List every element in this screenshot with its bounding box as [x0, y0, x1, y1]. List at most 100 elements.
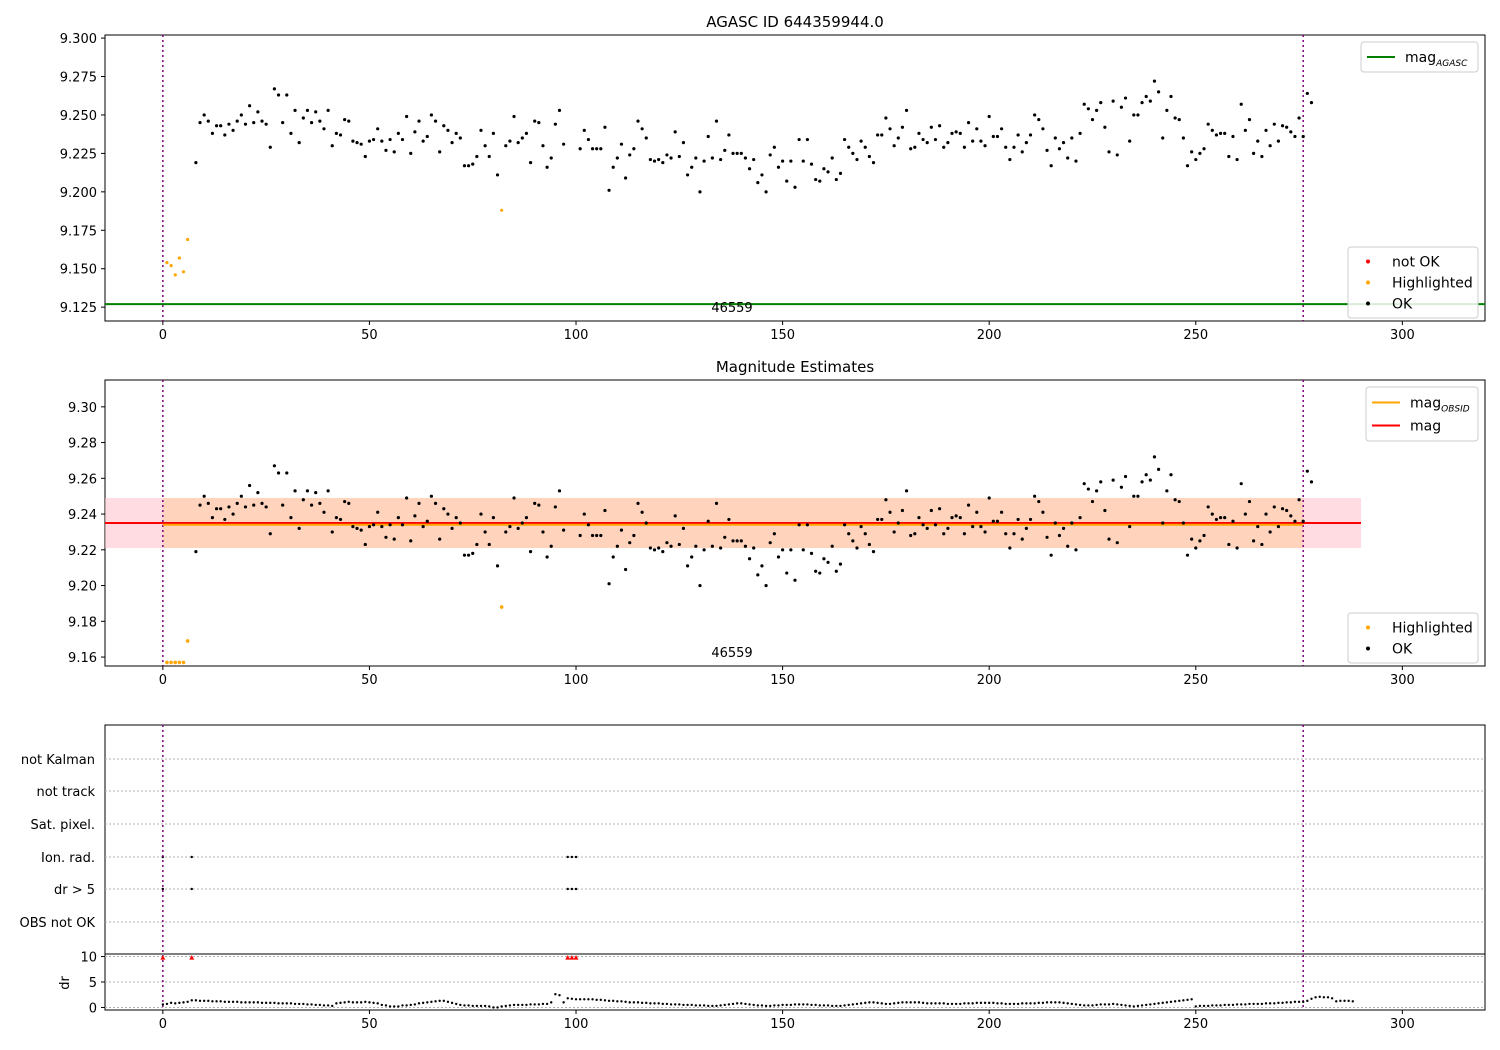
- panel2-ok-point: [516, 526, 520, 530]
- panel1-ok-point: [293, 108, 297, 112]
- panel2-y-tick-label: 9.30: [68, 401, 97, 416]
- panel3-dr-point: [1219, 1004, 1222, 1007]
- panel3-dr-point: [314, 1003, 317, 1007]
- panel3-dr-point: [744, 1002, 747, 1006]
- panel1-ok-point: [297, 141, 301, 145]
- panel3-dr-point: [1161, 1001, 1164, 1005]
- panel3-x-tick-label: 250: [1183, 1017, 1208, 1032]
- panel1-ok-point: [768, 153, 772, 157]
- panel1-ok-point: [1280, 124, 1285, 128]
- panel1-ok-point: [1260, 154, 1264, 159]
- panel2-ok-point: [454, 516, 458, 520]
- panel2-highlighted-point: [173, 660, 178, 665]
- panel3-dr-point: [1087, 1004, 1090, 1007]
- panel1-bottom-legend-dot-swatch: [1366, 259, 1370, 264]
- panel3-dr-point: [1004, 1002, 1007, 1006]
- panel3-dr-point: [612, 999, 615, 1003]
- panel2-ok-point: [1111, 478, 1115, 482]
- panel1-ok-point: [557, 108, 562, 112]
- panel2-ok-point: [1305, 469, 1309, 473]
- panel1-ok-point: [1194, 157, 1198, 162]
- panel2-ok-point: [995, 519, 1000, 523]
- panel2-bottom-legend-box: [1347, 612, 1479, 664]
- panel2-ok-point: [954, 514, 958, 518]
- panel1-ok-point: [214, 124, 219, 128]
- panel2-ok-point: [690, 555, 694, 559]
- panel1-ok-point: [665, 153, 669, 157]
- panel3-dr-point: [1231, 1003, 1235, 1007]
- panel1-ok-point: [793, 185, 797, 189]
- panel1-ok-point: [442, 124, 446, 128]
- panel2-ok-point: [562, 528, 566, 532]
- panel3-flag-row-label: dr > 5: [54, 883, 95, 898]
- panel3-dr-point: [1240, 1003, 1243, 1006]
- panel3-dr-point: [1029, 1002, 1032, 1005]
- panel2-ok-point: [1016, 517, 1020, 522]
- panel3-dr-point: [839, 1004, 842, 1008]
- panel3-dr-point: [1277, 1001, 1280, 1005]
- panel2-ok-point: [723, 535, 727, 539]
- panel3-dr-point: [727, 1003, 731, 1006]
- panel1-ok-point: [243, 122, 248, 126]
- panel2-ok-point: [227, 505, 231, 509]
- panel3-dr-point: [413, 1003, 417, 1006]
- panel2-ok-point: [859, 524, 863, 529]
- panel2-ok-point: [1144, 473, 1148, 477]
- panel3-dr-outlier-marker: [565, 955, 571, 960]
- panel2-ok-point: [760, 564, 764, 568]
- panel1-ok-point: [954, 130, 958, 134]
- panel1-ok-point: [1309, 101, 1314, 105]
- panel3-dr-point: [508, 1004, 512, 1007]
- panel1-ok-point: [471, 162, 475, 166]
- panel1-ok-point: [516, 141, 520, 145]
- panel2-ok-point: [1033, 494, 1037, 498]
- panel2-ok-point: [867, 542, 871, 547]
- panel2-y-tick-label: 9.26: [68, 472, 97, 487]
- panel2-ok-point: [1165, 489, 1169, 493]
- panel2-title: Magnitude Estimates: [716, 358, 874, 376]
- panel2-ok-point: [971, 524, 975, 529]
- panel2-ok-point: [1202, 533, 1206, 538]
- panel2-bottom-legend-dot-swatch: [1366, 625, 1370, 630]
- panel3-dr-point: [207, 999, 210, 1003]
- panel2-ok-point: [223, 517, 227, 522]
- panel1-ok-point: [1020, 150, 1024, 154]
- panel2-ok-point: [363, 542, 367, 547]
- panel3-dr-point: [1173, 1000, 1177, 1003]
- panel3-dr-point: [236, 1000, 239, 1004]
- magnitude-estimates-panel: Magnitude Estimates 0 50 100 150 200 250 300 9.…: [68, 358, 1486, 688]
- panel3-dr-point: [293, 1002, 297, 1006]
- panel2-ok-point: [805, 523, 809, 527]
- panel3-dr-point: [1054, 1001, 1057, 1004]
- panel3-flag-row-label: Sat. pixel.: [31, 818, 95, 833]
- panel2-ok-point: [367, 524, 372, 529]
- panel2-ok-point: [590, 533, 595, 538]
- panel1-ok-point: [876, 133, 880, 137]
- panel2-ok-point: [640, 510, 644, 514]
- panel3-dr-point: [512, 1003, 516, 1007]
- panel3-dr-point: [1169, 1000, 1173, 1004]
- panel3-dr-point: [719, 1004, 722, 1007]
- panel3-dr-point: [640, 1001, 644, 1005]
- panel1-ok-point: [962, 145, 967, 149]
- panel1-ok-point: [1223, 131, 1227, 136]
- panel3-dr-point: [1157, 1002, 1160, 1005]
- panel2-highlighted-point: [499, 605, 504, 609]
- panel1-ok-point: [772, 145, 776, 149]
- panel3-dr-point: [1268, 1002, 1272, 1005]
- panel1-ok-point: [1053, 136, 1057, 140]
- panel1-ok-point: [318, 119, 322, 123]
- panel1-ok-point: [1190, 150, 1194, 154]
- panel2-ok-point: [999, 510, 1004, 514]
- panel1-ok-point: [1264, 128, 1268, 132]
- panel1-ok-point: [842, 137, 847, 142]
- panel3-dr-point: [669, 1003, 673, 1006]
- panel1-ok-point: [1231, 134, 1235, 139]
- panel3-dr-point: [521, 1003, 524, 1007]
- panel2-ok-point: [917, 516, 921, 520]
- panel2-ok-point: [1128, 524, 1132, 529]
- panel2-ok-point: [508, 524, 512, 529]
- panel3-dr-point: [1306, 999, 1309, 1003]
- panel3-dr-point: [368, 1001, 371, 1004]
- panel1-ok-point: [264, 122, 268, 126]
